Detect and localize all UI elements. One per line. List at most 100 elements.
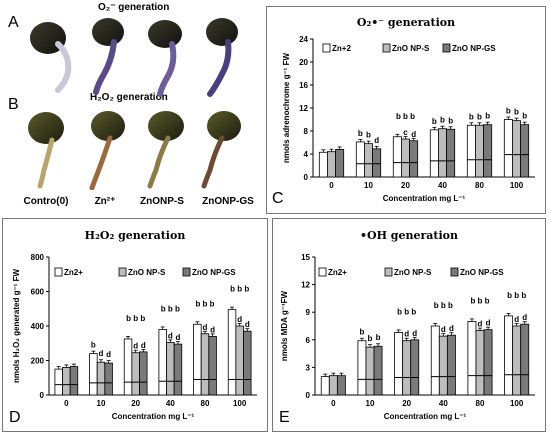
c-bar-1-2 xyxy=(401,138,410,178)
photo-caption-znonp-s: ZnONP-S xyxy=(140,196,184,207)
d-sig-2-1: d xyxy=(106,350,111,359)
c-xtick-label-2: 20 xyxy=(401,181,410,190)
c-sig-2-3: b xyxy=(448,116,453,125)
d-bar-0-0 xyxy=(54,368,63,396)
e-bar-2-3 xyxy=(446,334,456,396)
chart-title-c: O₂•⁻ generation xyxy=(356,16,456,29)
c-bar-0-1 xyxy=(355,141,365,178)
e-bar-1-5 xyxy=(512,325,522,396)
c-bar-0-4 xyxy=(466,124,476,178)
e-bar-0-2 xyxy=(394,332,404,396)
c-sig-0-1: b xyxy=(358,129,363,138)
c-sig-1-5: b xyxy=(514,108,519,117)
d-sig-1-1: d xyxy=(99,349,104,358)
e-bar-0-0 xyxy=(320,376,330,396)
d-bar-2-4 xyxy=(208,335,217,396)
d-xtick-label-2: 20 xyxy=(131,399,140,408)
e-sig-0-1: b xyxy=(359,328,364,337)
d-ytick-label-0: 0 xyxy=(40,391,45,400)
c-ytick-label-2: 8 xyxy=(304,127,309,136)
d-bar-1-1 xyxy=(96,361,106,396)
e-bar-2-4 xyxy=(483,329,493,396)
chart-c: 0 4 8 12 16 20 24 nmols adrenochrome g⁻¹ FW Conc… xyxy=(282,35,535,203)
c-legend-swatch-0 xyxy=(322,43,331,53)
panel-label-d: D xyxy=(9,409,21,426)
e-xtick-label-0: 0 xyxy=(331,399,336,408)
c-bar-2-0 xyxy=(335,148,345,178)
c-bar-1-1 xyxy=(364,143,373,178)
c-bar-2-2 xyxy=(409,140,419,178)
e-xtick-label-4: 80 xyxy=(476,399,485,408)
d-legend-swatch-0 xyxy=(54,267,63,277)
d-sig-1-2: d xyxy=(133,342,138,351)
e-legend-label-2: ZnO NP-GS xyxy=(460,268,504,277)
e-sig-top-4: b b b xyxy=(470,296,489,305)
d-bar-0-2 xyxy=(123,338,133,396)
d-sig-1-3: d xyxy=(168,331,173,340)
chart-title-e: •OH generation xyxy=(359,229,459,242)
d-xtick-label-3: 40 xyxy=(166,399,175,408)
c-sig-top-2: b b b xyxy=(396,112,415,121)
photo-caption-control: Contro(0) xyxy=(23,196,69,207)
d-bar-2-3 xyxy=(173,343,183,396)
e-sig-1-1: b xyxy=(368,334,373,343)
d-xtick-label-4: 80 xyxy=(201,399,210,408)
d-bar-2-1 xyxy=(104,362,113,396)
c-bar-0-5 xyxy=(503,119,513,178)
c-bar-2-1 xyxy=(372,148,382,178)
panel-label-b: B xyxy=(8,96,19,113)
e-sig-1-5: d xyxy=(514,315,519,324)
d-bar-1-0 xyxy=(62,366,71,396)
d-bar-1-5 xyxy=(235,325,244,396)
d-sig-2-2: d xyxy=(141,341,146,350)
c-legend-label-1: ZnO NP-S xyxy=(392,44,430,53)
e-legend-swatch-0 xyxy=(318,267,327,277)
c-bar-2-5 xyxy=(520,124,530,178)
d-bar-0-1 xyxy=(89,353,98,396)
e-ylabel: nmols MDA g⁻¹FW xyxy=(280,290,289,361)
c-ytick-label-1: 4 xyxy=(304,150,309,159)
c-bar-1-3 xyxy=(438,128,447,178)
seedling-a4 xyxy=(206,18,238,97)
photo-title-o2: O₂⁻ generation xyxy=(98,2,170,13)
e-ytick-label-1: 3 xyxy=(306,363,311,372)
d-sig-top-2: b b b xyxy=(126,314,145,323)
d-xtick-label-1: 10 xyxy=(97,399,106,408)
e-sig-top-5: b b b xyxy=(507,291,526,300)
panel-label-a: A xyxy=(8,14,19,31)
d-bar-1-4 xyxy=(200,333,210,396)
e-xtick-label-3: 40 xyxy=(439,399,448,408)
e-xtick-label-5: 100 xyxy=(510,399,524,408)
c-sig-1-3: b xyxy=(440,116,445,125)
c-sig-1-1: b xyxy=(366,131,371,140)
e-sig-2-3: d xyxy=(449,324,454,333)
d-ytick-label-4: 800 xyxy=(31,253,45,262)
photo-caption-znonp-gs: ZnONP-GS xyxy=(202,196,254,207)
e-ytick-label-0: 0 xyxy=(306,391,311,400)
c-bar-1-5 xyxy=(512,120,521,178)
c-ytick-label-6: 24 xyxy=(299,35,308,44)
d-sig-1-5: d xyxy=(237,315,242,324)
d-sig-1-4: d xyxy=(203,323,208,332)
chart-panel-e: •OH generation 0 3 6 9 12 15 nmols MDA g⁻¹FW Co… xyxy=(272,218,546,432)
d-sig-top-5: b b b xyxy=(230,285,249,294)
seedling-a3 xyxy=(148,20,182,97)
c-sig-0-4: b xyxy=(469,112,474,121)
e-ytick-label-4: 12 xyxy=(301,281,310,290)
e-bar-0-5 xyxy=(504,315,514,396)
d-sig-2-3: d xyxy=(176,333,181,342)
d-sig-2-5: d xyxy=(245,320,250,329)
e-bar-1-2 xyxy=(402,340,412,396)
c-sig-0-5: b xyxy=(506,107,511,116)
c-sig-0-3: b xyxy=(432,117,437,126)
photo-title-h2o2: H₂O₂ generation xyxy=(90,92,168,103)
e-bar-1-3 xyxy=(438,335,448,396)
d-sig-2-4: d xyxy=(210,325,215,334)
c-sig-2-4: b xyxy=(485,112,490,121)
e-bar-0-1 xyxy=(357,340,367,396)
photo-caption-zn: Zn²⁺ xyxy=(94,196,116,207)
c-legend-swatch-1 xyxy=(382,43,391,53)
seedling-photos xyxy=(28,18,241,190)
c-ytick-label-3: 12 xyxy=(299,104,308,113)
e-bar-2-2 xyxy=(410,339,420,396)
